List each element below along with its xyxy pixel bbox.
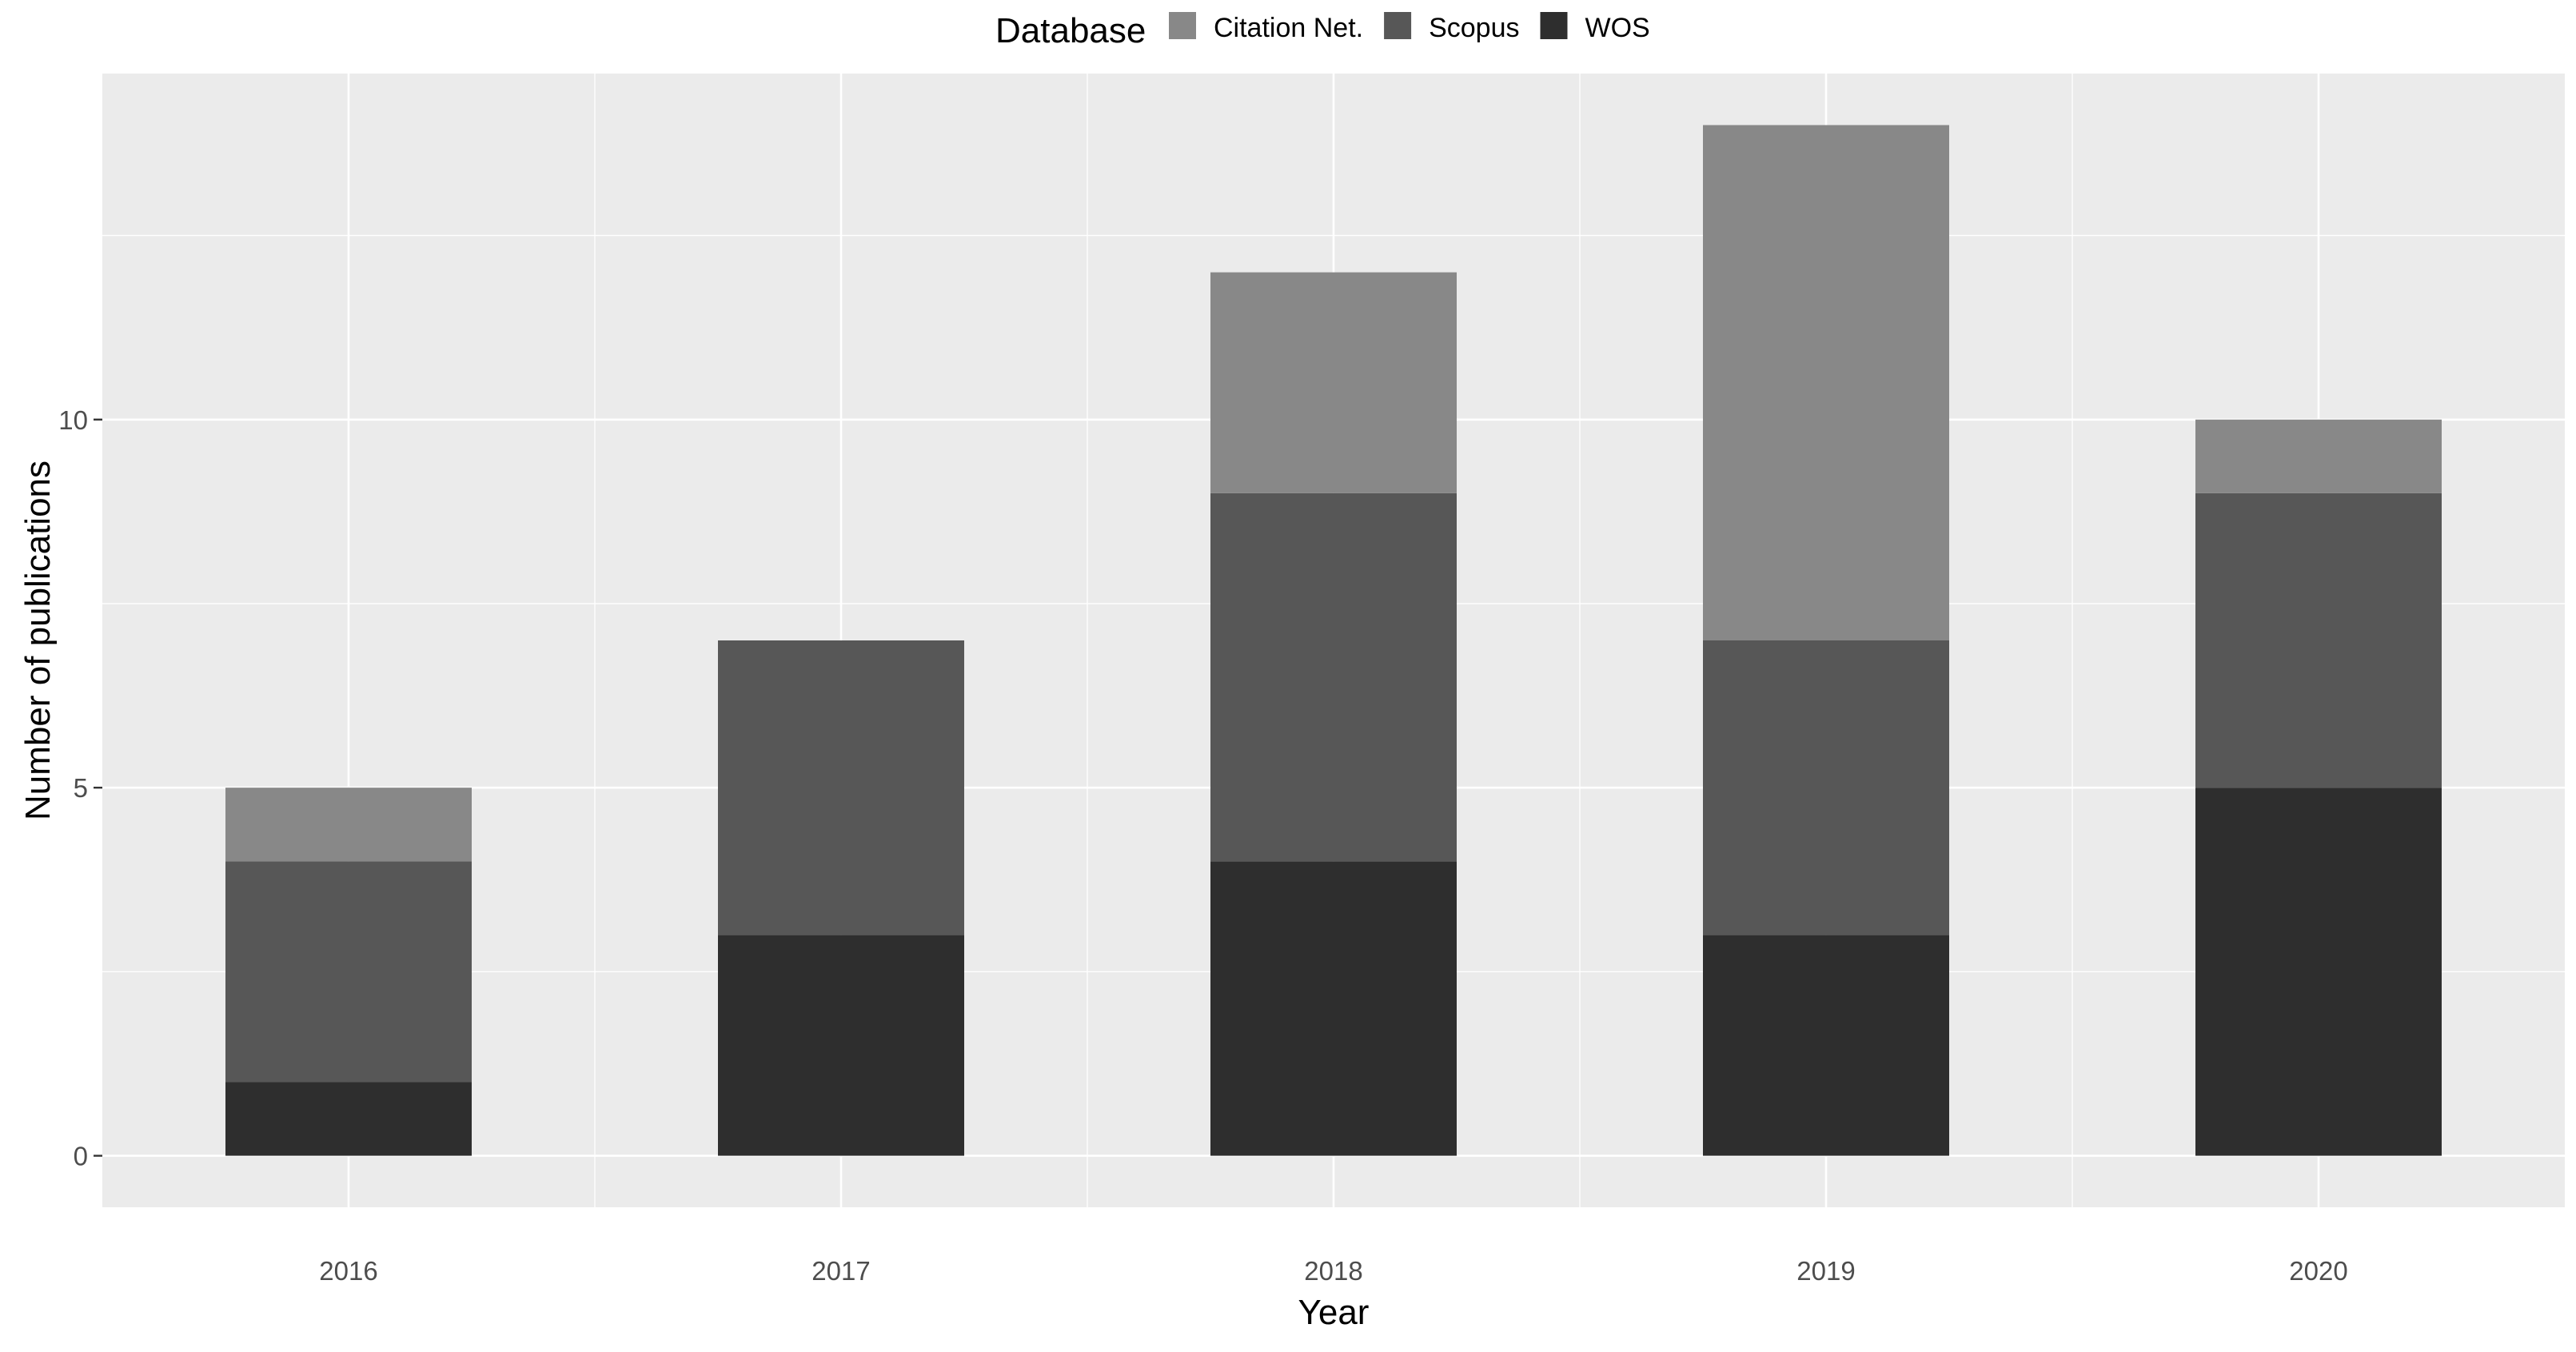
legend-title: Database — [995, 11, 1146, 50]
legend-label: WOS — [1585, 13, 1650, 43]
legend-key-citation-net — [1169, 12, 1196, 39]
y-tick-label: 5 — [74, 773, 88, 803]
x-tick-label: 2018 — [1304, 1256, 1362, 1286]
x-axis-title: Year — [1298, 1293, 1370, 1332]
y-axis: 0 5 10 — [58, 405, 102, 1171]
legend: Database Citation Net. Scopus WOS — [995, 11, 1650, 50]
bar-2019-wos — [1703, 935, 1949, 1156]
y-tick-label: 0 — [74, 1142, 88, 1171]
bar-2019-citation-net — [1703, 125, 1949, 641]
y-axis-title: Number of publications — [18, 461, 58, 820]
x-tick-label: 2016 — [319, 1256, 377, 1286]
bar-2016-citation-net — [225, 788, 472, 862]
bar-2016-scopus — [225, 861, 472, 1083]
legend-key-scopus — [1384, 12, 1412, 39]
x-axis: 2016 2017 2018 2019 2020 — [319, 1256, 2347, 1286]
bar-2017-wos — [718, 935, 964, 1156]
y-tick-label: 10 — [58, 405, 88, 435]
x-tick-label: 2019 — [1796, 1256, 1855, 1286]
x-tick-label: 2020 — [2289, 1256, 2347, 1286]
legend-key-wos — [1540, 12, 1568, 39]
bar-2016-wos — [225, 1082, 472, 1156]
bar-2020-scopus — [2195, 493, 2442, 788]
bar-2020-citation-net — [2195, 419, 2442, 493]
bar-2018-wos — [1210, 861, 1457, 1156]
bar-2018-scopus — [1210, 493, 1457, 862]
x-tick-label: 2017 — [811, 1256, 870, 1286]
bar-2020-wos — [2195, 788, 2442, 1156]
bar-2017-scopus — [718, 640, 964, 935]
bar-2019-scopus — [1703, 640, 1949, 935]
legend-label: Citation Net. — [1214, 13, 1363, 43]
legend-label: Scopus — [1429, 13, 1519, 43]
bar-2018-citation-net — [1210, 272, 1457, 493]
bars — [225, 125, 2442, 1156]
